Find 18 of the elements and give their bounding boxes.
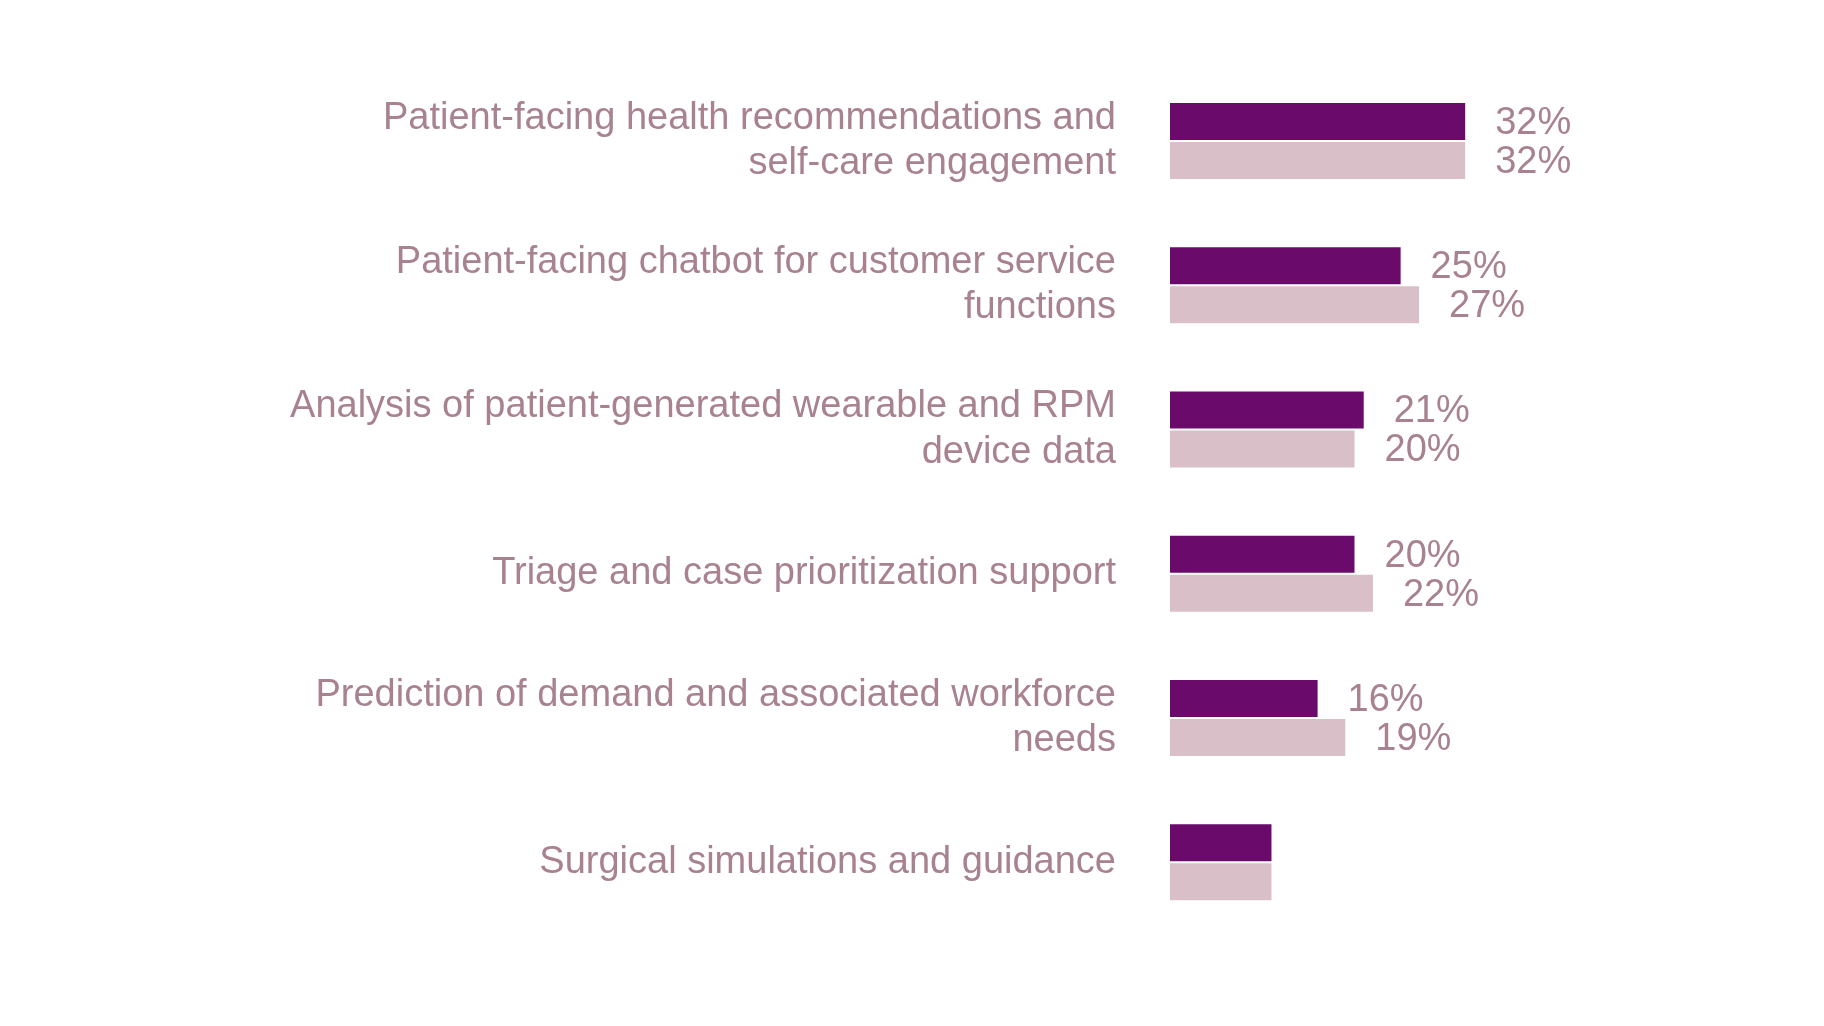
y-tick-label: Patient-facing chatbot for customer service functions: [395, 238, 1116, 327]
bar: [1170, 824, 1272, 862]
bar: [1170, 863, 1272, 901]
y-tick-label: Prediction of demand and associated workforce needs: [315, 671, 1116, 760]
bar: [1170, 391, 1364, 429]
bar: [1170, 430, 1355, 468]
y-tick-label: Patient-facing health recommendations and self-care engagement: [382, 94, 1117, 183]
y-tick-label: Triage and case prioritization support: [492, 550, 1117, 593]
bar: [1170, 141, 1466, 179]
y-tick-label: Analysis of patient-generated wearable and RPM device data: [290, 383, 1117, 471]
bar: [1170, 286, 1420, 324]
bar: [1170, 680, 1318, 718]
bar: [1170, 247, 1401, 285]
bar: [1170, 535, 1355, 573]
bar: [1170, 718, 1346, 756]
y-tick-label: Surgical simulations and guidance: [539, 838, 1116, 881]
bar: [1170, 574, 1373, 612]
bar: [1170, 102, 1466, 140]
